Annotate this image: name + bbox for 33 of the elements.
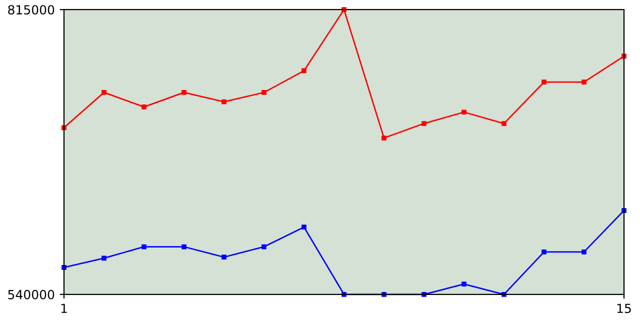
point	[382, 292, 386, 297]
point	[422, 292, 426, 297]
point	[462, 110, 466, 115]
point	[222, 254, 226, 260]
point	[102, 256, 106, 261]
point	[502, 292, 506, 297]
point	[542, 250, 546, 254]
point	[182, 244, 186, 250]
point	[382, 136, 386, 140]
point	[142, 104, 146, 110]
point	[262, 244, 266, 250]
point	[182, 90, 186, 95]
x-tick-label: 1	[61, 304, 67, 313]
point	[582, 250, 586, 254]
point	[622, 208, 626, 213]
y-tick-label: 540000	[8, 290, 54, 300]
point	[302, 68, 306, 74]
point	[142, 244, 146, 250]
point	[342, 7, 346, 12]
point	[422, 121, 426, 126]
point	[262, 90, 266, 95]
point	[102, 90, 106, 95]
point	[62, 265, 66, 270]
point	[502, 121, 506, 126]
point	[342, 292, 346, 297]
point	[462, 282, 466, 286]
point	[542, 80, 546, 85]
point	[582, 80, 586, 85]
point	[302, 224, 306, 230]
point	[222, 99, 226, 104]
point	[62, 125, 66, 130]
y-tick-label: 815000	[8, 5, 54, 15]
x-tick-label: 15	[617, 304, 631, 314]
